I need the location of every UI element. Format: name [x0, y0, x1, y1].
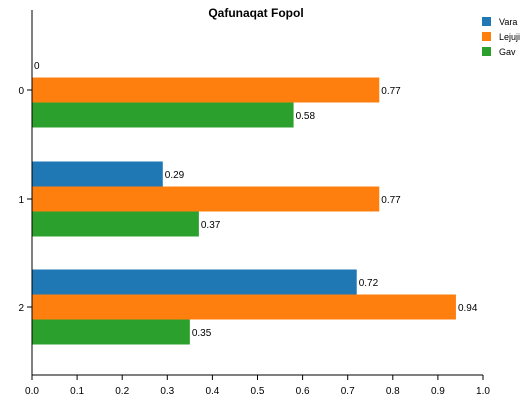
x-tick-label: 0.2	[115, 386, 129, 397]
y-axis-ticks: 0 1 2	[18, 86, 32, 314]
x-tick-label: 0.5	[251, 386, 265, 397]
x-tick-label: 0.3	[160, 386, 174, 397]
data-label-gav-2: 0.35	[192, 328, 212, 339]
legend-label-lejuji: Lejuji	[499, 32, 520, 42]
x-tick-label: 0.7	[341, 386, 355, 397]
data-label-lejuji-2: 0.94	[458, 303, 478, 314]
bar-vara-2	[32, 269, 357, 295]
x-tick-label: 0.1	[70, 386, 84, 397]
bar-lejuji-0	[32, 77, 380, 103]
x-tick-label: 1.0	[476, 386, 490, 397]
data-label-lejuji-0: 0.77	[381, 86, 401, 97]
bar-gav-1	[32, 211, 199, 237]
bar-group	[32, 77, 456, 345]
legend: Vara Lejuji Gav	[482, 17, 520, 57]
legend-swatch-vara	[482, 17, 491, 26]
bar-gav-2	[32, 319, 190, 345]
legend-swatch-lejuji	[482, 32, 491, 41]
y-tick-label: 1	[18, 195, 24, 206]
bar-gav-0	[32, 102, 294, 128]
y-tick-label: 2	[18, 303, 24, 314]
x-tick-label: 0.8	[386, 386, 400, 397]
bar-vara-1	[32, 161, 163, 187]
data-label-group: 0 0.77 0.58 0.29 0.77 0.37 0.72 0.94 0.35	[34, 61, 478, 339]
data-label-vara-0: 0	[34, 61, 40, 72]
x-axis-ticks: 0.0 0.1 0.2 0.3 0.4 0.5 0.6 0.7 0.8 0.9 1.0	[25, 375, 490, 397]
data-label-vara-1: 0.29	[165, 170, 185, 181]
legend-label-vara: Vara	[499, 17, 517, 27]
data-label-gav-1: 0.37	[201, 220, 221, 231]
x-tick-label: 0.9	[431, 386, 445, 397]
data-label-vara-2: 0.72	[359, 278, 379, 289]
bar-lejuji-1	[32, 186, 380, 212]
x-tick-label: 0.0	[25, 386, 39, 397]
x-tick-label: 0.4	[205, 386, 219, 397]
legend-label-gav: Gav	[499, 47, 516, 57]
x-tick-label: 0.6	[296, 386, 310, 397]
chart-title: Qafunaqat Fopol	[208, 6, 303, 20]
data-label-lejuji-1: 0.77	[381, 195, 401, 206]
legend-swatch-gav	[482, 47, 491, 56]
bar-lejuji-2	[32, 294, 456, 320]
data-label-gav-0: 0.58	[296, 111, 316, 122]
y-tick-label: 0	[18, 86, 24, 97]
